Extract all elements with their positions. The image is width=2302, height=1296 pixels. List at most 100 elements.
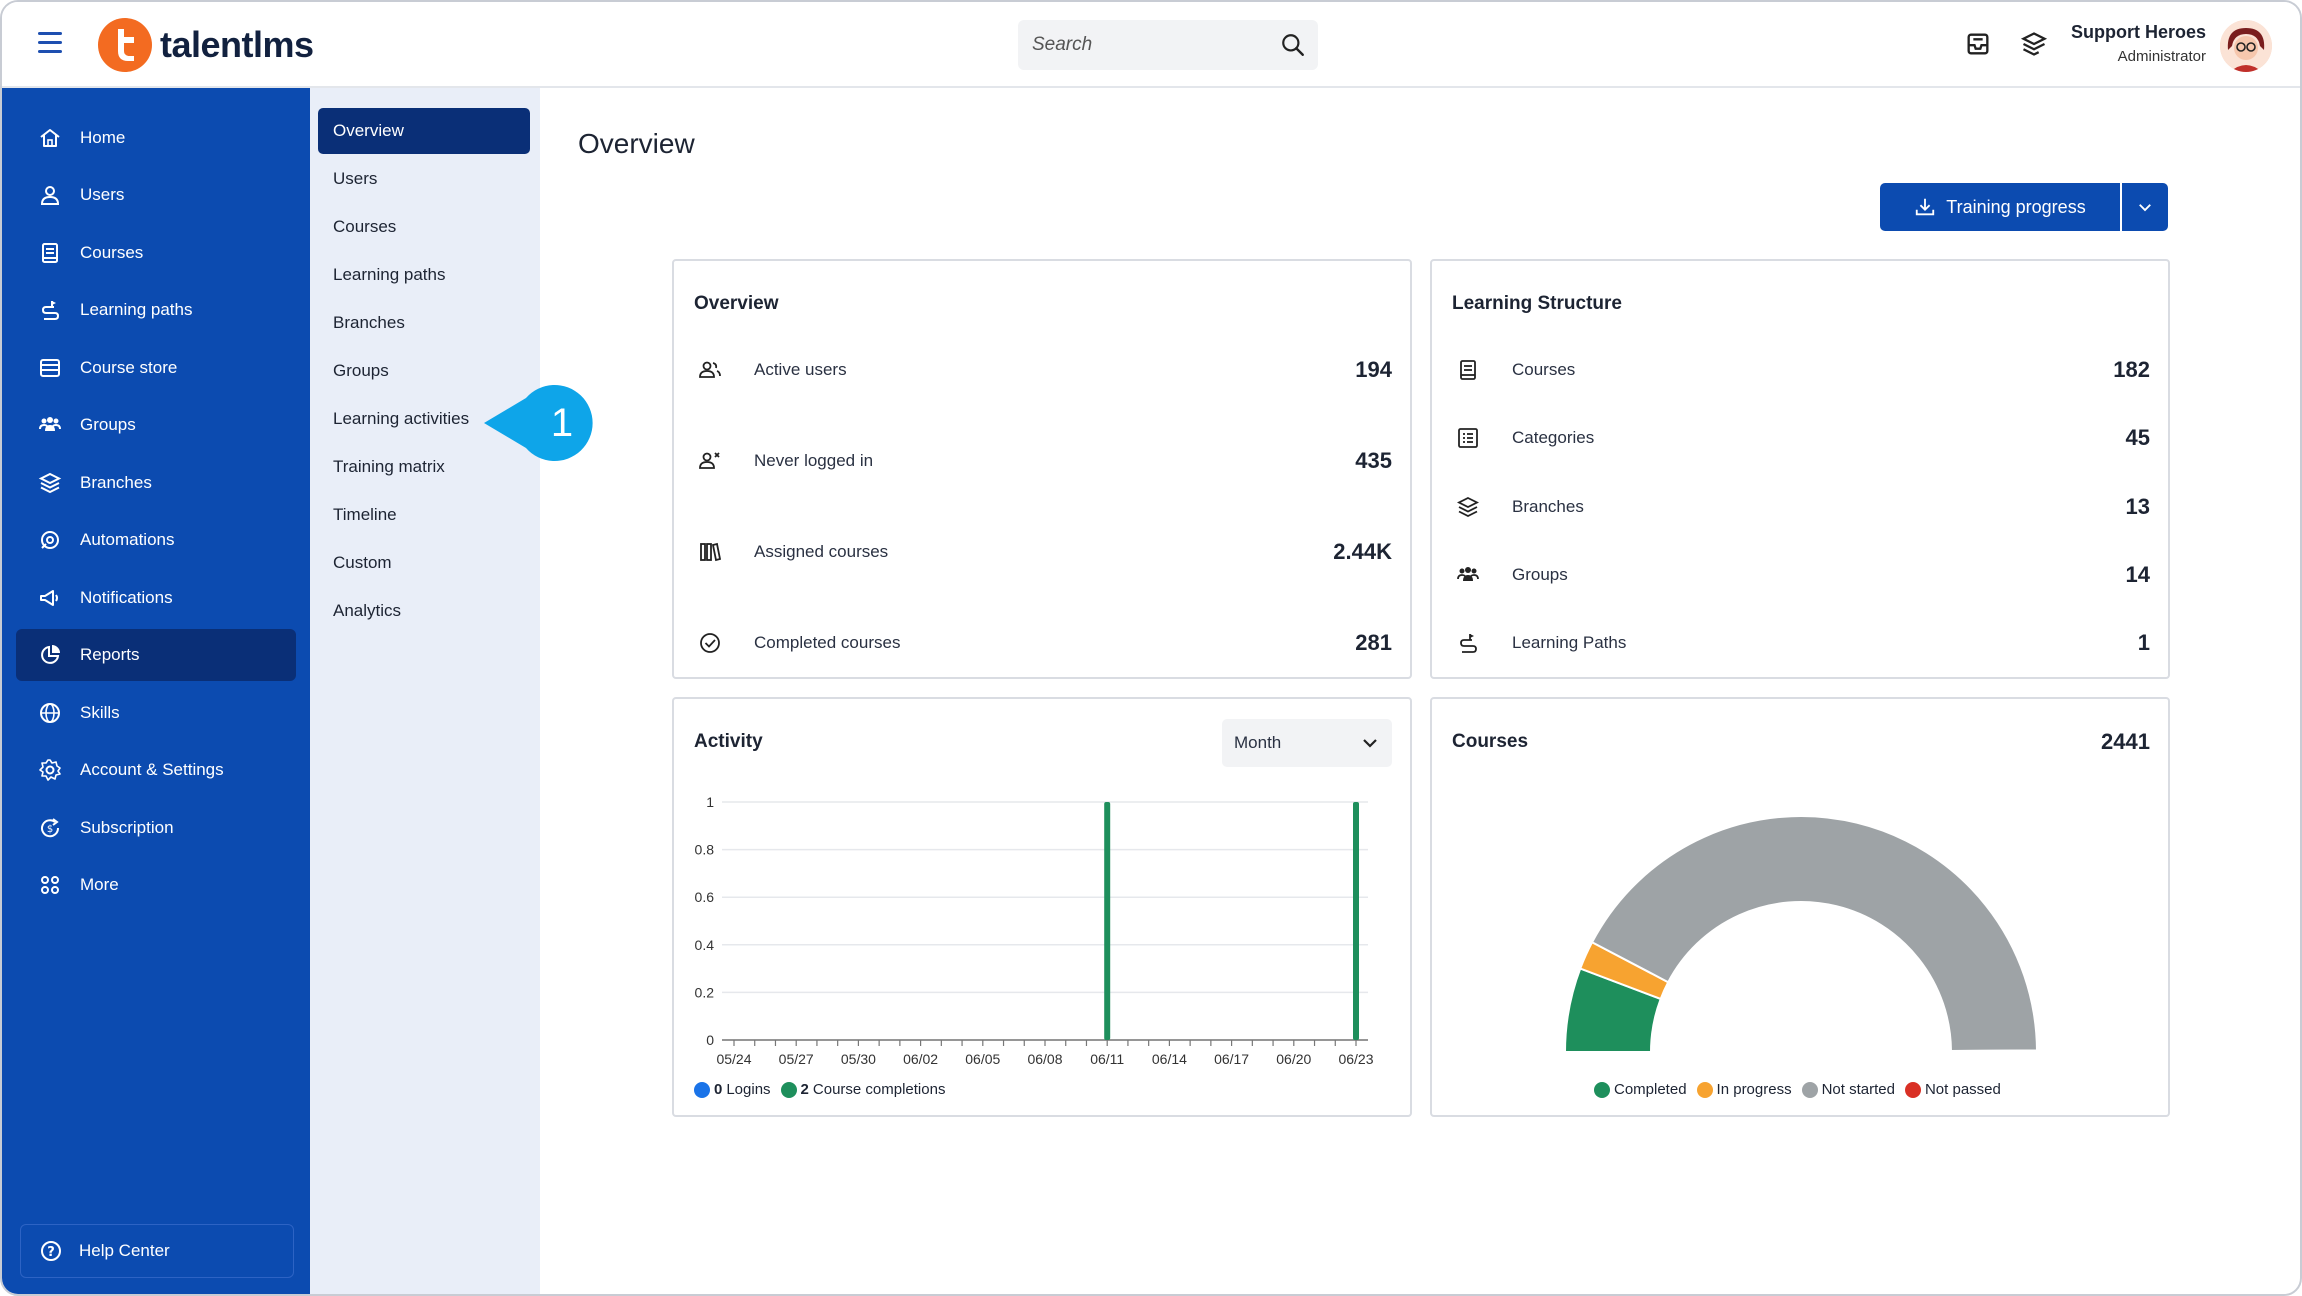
x-tick-label: 06/05 — [965, 1051, 1000, 1067]
legend-item-not-started[interactable]: Not started — [1801, 1081, 1895, 1098]
switch-role-icon[interactable] — [2020, 30, 2048, 58]
store-icon — [40, 359, 60, 377]
submenu-item-timeline[interactable]: Timeline — [333, 505, 397, 524]
assigned-courses-icon — [700, 542, 722, 562]
stat-label: Branches — [1512, 497, 1584, 516]
sidebar-item-course-store[interactable]: Course store — [16, 342, 296, 394]
stat-row-branches[interactable]: Branches 13 — [1456, 487, 2150, 527]
period-select[interactable]: Month — [1222, 719, 1392, 767]
donut-slice[interactable] — [1590, 815, 2039, 1053]
chevron-down-icon — [1363, 739, 1377, 748]
legend-item-not-passed[interactable]: Not passed — [1904, 1081, 2001, 1098]
stat-value: 1 — [2137, 630, 2150, 655]
activity-legend: 0 Logins 2 Course completions — [694, 1081, 955, 1098]
training-progress-button[interactable]: Training progress — [1880, 183, 2120, 231]
activity-chart: 0 0.2 0.4 0.6 0.8 1 05/24 05/27 05/30 06/02 06/05 0… — [695, 794, 1374, 1067]
stat-label: Categories — [1512, 428, 1595, 447]
sidebar-item-reports[interactable]: Reports — [16, 629, 296, 681]
stat-label: Learning Paths — [1512, 633, 1627, 652]
y-tick-label: 0 — [706, 1032, 714, 1048]
x-tick-label: 05/27 — [779, 1051, 814, 1067]
stat-row-never-logged-in[interactable]: Never logged in 435 — [698, 441, 1392, 481]
search-box — [1018, 20, 1318, 70]
submenu-item-users[interactable]: Users — [333, 169, 378, 188]
bar[interactable] — [1104, 802, 1111, 1040]
sidebar-item-subscription[interactable]: $ Subscription — [16, 802, 296, 854]
legend-dot — [780, 1081, 797, 1098]
stat-row-courses[interactable]: Courses 182 — [1456, 350, 2150, 390]
help-center-label: Help Center — [79, 1241, 170, 1260]
activity-card-title: Activity — [694, 731, 763, 752]
legend-item-completed[interactable]: Completed — [1594, 1081, 1687, 1098]
stat-row-active-users[interactable]: Active users 194 — [698, 350, 1392, 390]
legend-label: Not passed — [1924, 1081, 2001, 1098]
sidebar-item-label: Reports — [80, 645, 140, 664]
bar[interactable] — [1353, 802, 1359, 1040]
book-icon — [1460, 360, 1476, 380]
sidebar-item-courses[interactable]: Courses — [16, 227, 296, 279]
search-icon[interactable] — [1280, 32, 1306, 58]
learning-structure-card: Learning Structure Courses 182 Categorie… — [1430, 259, 2170, 679]
submenu-item-analytics[interactable]: Analytics — [333, 601, 402, 620]
stat-row-learning-paths[interactable]: Learning Paths 1 — [1456, 623, 2150, 663]
learning-structure-title: Learning Structure — [1452, 293, 1622, 314]
x-tick-label: 06/23 — [1338, 1051, 1373, 1067]
help-center-button[interactable]: ? Help Center — [20, 1224, 294, 1278]
sidebar-item-users[interactable]: Users — [16, 169, 296, 221]
legend-count: 2 — [800, 1081, 809, 1098]
sidebar-item-notifications[interactable]: Notifications — [16, 572, 296, 624]
page-title: Overview — [578, 128, 695, 159]
submenu-item-overview[interactable]: Overview — [318, 108, 530, 154]
sidebar-item-skills[interactable]: Skills — [16, 687, 296, 739]
never-logged-icon — [699, 452, 720, 469]
home-icon — [40, 129, 60, 147]
submenu-item-training-matrix[interactable]: Training matrix — [333, 457, 445, 476]
legend-item-course-completions[interactable]: 2 Course completions — [780, 1081, 945, 1098]
avatar[interactable] — [2220, 20, 2272, 72]
overview-card-title: Overview — [694, 293, 779, 314]
stat-row-completed-courses[interactable]: Completed courses 281 — [698, 623, 1392, 663]
pie-chart-icon — [41, 645, 60, 664]
submenu-item-learning-paths[interactable]: Learning paths — [333, 265, 446, 284]
submenu-item-courses[interactable]: Courses — [333, 217, 397, 236]
logo-text: talentlms — [160, 24, 314, 65]
courses-donut-chart — [1563, 815, 2039, 1053]
stat-value: 182 — [2113, 357, 2150, 382]
sidebar-item-learning-paths[interactable]: Learning paths — [16, 284, 296, 336]
legend-dot — [694, 1081, 710, 1098]
inbox-icon[interactable] — [1964, 30, 1992, 58]
legend-item-logins[interactable]: 0 Logins — [694, 1081, 771, 1098]
sidebar-item-automations[interactable]: Automations — [16, 514, 296, 566]
sidebar-item-account-settings[interactable]: Account & Settings — [16, 744, 296, 796]
callout-number: 1 — [551, 401, 573, 445]
submenu-item-learning-activities[interactable]: Learning activities — [333, 409, 470, 428]
stat-value: 435 — [1355, 448, 1392, 473]
legend-dot — [1801, 1081, 1818, 1098]
hamburger-menu-icon[interactable] — [38, 32, 62, 54]
submenu-item-custom[interactable]: Custom — [333, 553, 392, 572]
donut-slice[interactable] — [1949, 1049, 2039, 1053]
sidebar-item-more[interactable]: More — [16, 859, 296, 911]
sidebar-item-groups[interactable]: Groups — [16, 399, 296, 451]
submenu-item-branches[interactable]: Branches — [333, 313, 405, 332]
training-progress-dropdown[interactable] — [2120, 183, 2168, 231]
callout-marker: 1 — [484, 385, 593, 461]
check-circle-icon — [700, 633, 720, 653]
sidebar-item-home[interactable]: Home — [16, 112, 296, 164]
stat-row-assigned-courses[interactable]: Assigned courses 2.44K — [698, 532, 1392, 572]
sidebar-item-label: Notifications — [80, 588, 173, 607]
stat-row-groups[interactable]: Groups 14 — [1456, 555, 2150, 595]
legend-item-in-progress[interactable]: In progress — [1696, 1081, 1792, 1098]
sidebar-item-branches[interactable]: Branches — [16, 457, 296, 509]
y-tick-label: 0.6 — [695, 889, 715, 905]
sidebar-item-label: Subscription — [80, 818, 174, 837]
stat-row-categories[interactable]: Categories 45 — [1456, 418, 2150, 458]
search-input[interactable] — [1032, 34, 1272, 56]
sidebar-item-label: Users — [80, 185, 125, 204]
top-bar: talentlms Support Heroes Administrator — [2, 2, 2300, 88]
x-tick-label: 06/08 — [1027, 1051, 1062, 1067]
submenu-item-groups[interactable]: Groups — [333, 361, 389, 380]
logo-mark-icon — [98, 18, 152, 72]
user-block[interactable]: Support Heroes Administrator — [2071, 22, 2206, 65]
logo[interactable]: talentlms — [98, 18, 314, 72]
